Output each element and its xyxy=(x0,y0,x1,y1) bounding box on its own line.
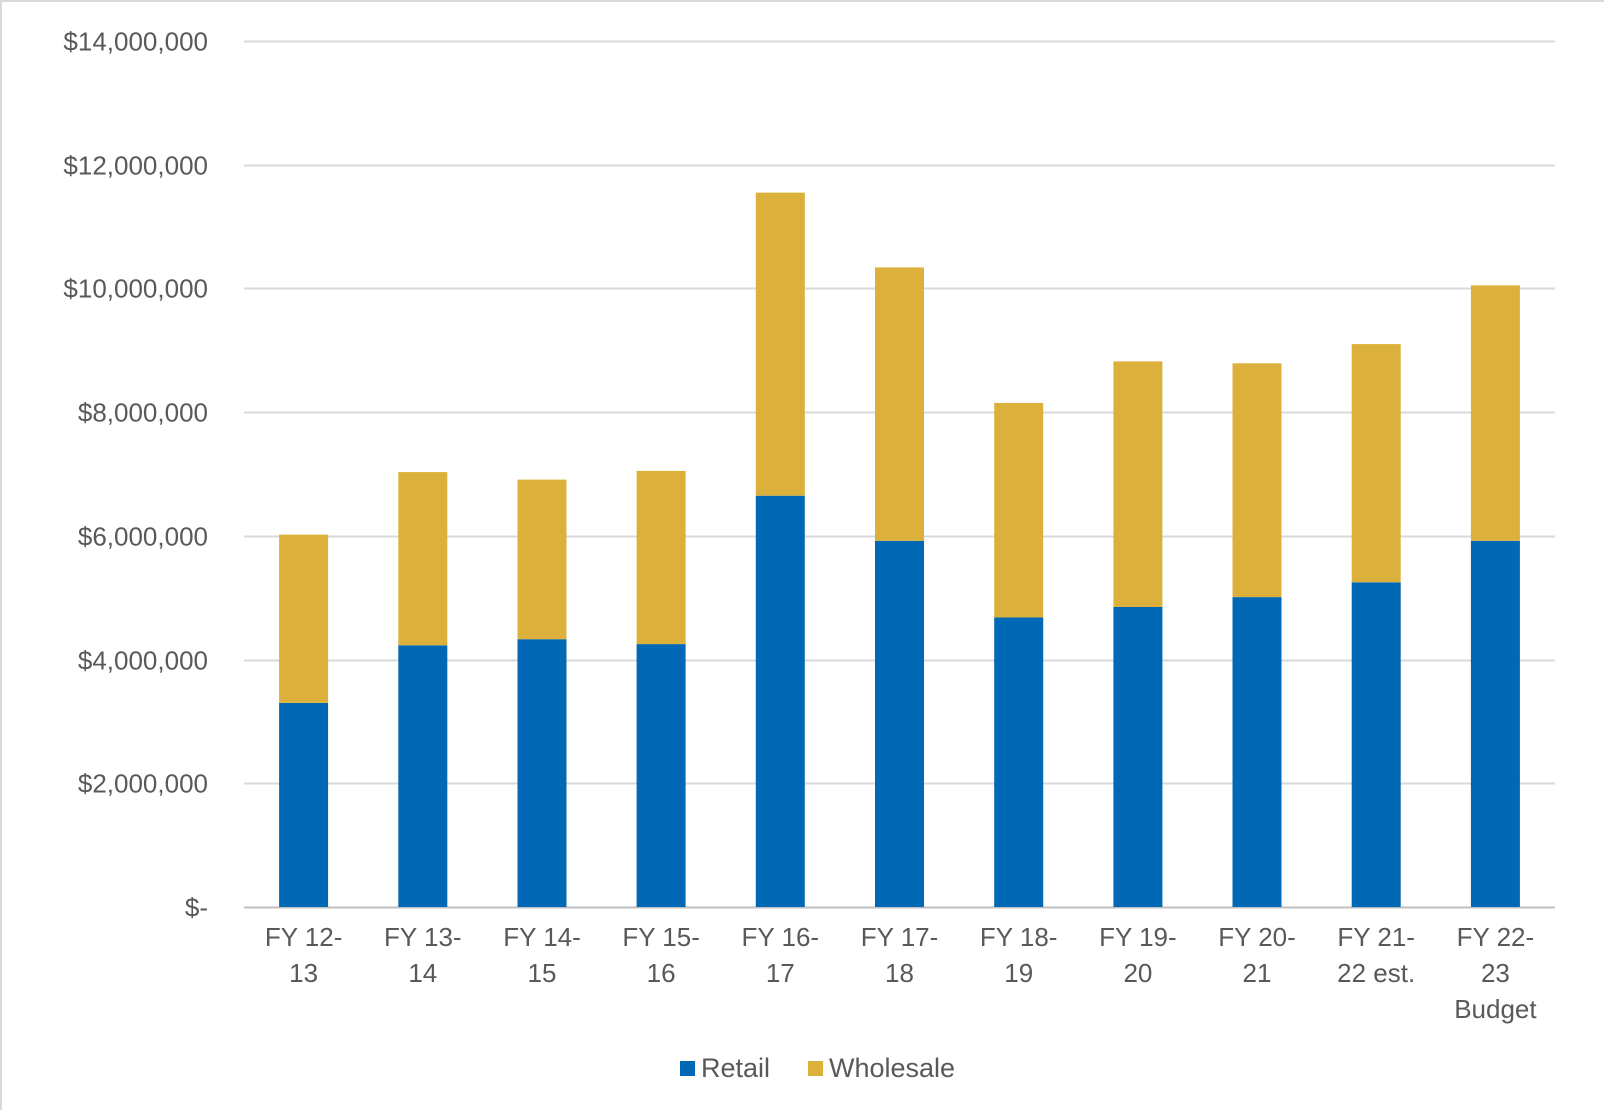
x-tick-label-line: 19 xyxy=(1004,958,1033,988)
bar-wholesale xyxy=(994,402,1044,618)
legend-label-retail: Retail xyxy=(701,1053,770,1083)
legend-label-wholesale: Wholesale xyxy=(829,1053,955,1083)
x-tick-label-line: 23 xyxy=(1481,958,1510,988)
bar-wholesale xyxy=(517,479,567,640)
x-tick-label: FY 15- 16 xyxy=(622,922,700,988)
x-axis-tick-labels: FY 12- 13 FY 13- 14 FY 14- 15 FY 15- 16 FY 16- 17… xyxy=(265,922,1538,1024)
x-tick-label: FY 20- 21 xyxy=(1218,922,1296,988)
bar-wholesale xyxy=(398,472,448,646)
x-tick-label-line: FY 22- xyxy=(1457,922,1535,952)
x-tick-label: FY 16- 17 xyxy=(742,922,820,988)
bar-wholesale xyxy=(1351,344,1401,583)
x-tick-label: FY 22- 23 Budget xyxy=(1454,922,1537,1024)
bar-wholesale xyxy=(1113,361,1163,607)
x-tick-label-line: FY 17- xyxy=(861,922,939,952)
x-tick-label-line: FY 19- xyxy=(1099,922,1177,952)
bar-retail xyxy=(636,644,686,907)
y-tick-label: $8,000,000 xyxy=(78,398,208,428)
x-tick-label-line: 13 xyxy=(289,958,318,988)
bar-retail xyxy=(1470,540,1520,907)
legend-swatch-retail xyxy=(680,1061,695,1076)
bar-retail xyxy=(1113,607,1163,907)
x-tick-label-line: 18 xyxy=(885,958,914,988)
x-tick-label-line: FY 13- xyxy=(384,922,462,952)
bar-wholesale xyxy=(875,267,924,541)
x-tick-label-line: FY 16- xyxy=(742,922,820,952)
bar-retail xyxy=(279,702,329,907)
bar-retail xyxy=(517,639,567,907)
x-tick-label: FY 18- 19 xyxy=(980,922,1058,988)
x-tick-label-line: 17 xyxy=(766,958,795,988)
legend: Retail Wholesale xyxy=(680,1053,955,1083)
bar-retail xyxy=(398,645,448,907)
y-tick-label: $14,000,000 xyxy=(63,27,208,57)
y-tick-label: $4,000,000 xyxy=(78,646,208,676)
bar-retail xyxy=(994,617,1044,907)
x-tick-label-line: 21 xyxy=(1243,958,1272,988)
bar-retail xyxy=(1351,582,1401,908)
x-tick-label-line: FY 14- xyxy=(503,922,581,952)
y-tick-label: $10,000,000 xyxy=(63,274,208,304)
bars xyxy=(279,192,1520,908)
bar-wholesale xyxy=(279,534,329,703)
x-tick-label: FY 12- 13 xyxy=(265,922,343,988)
x-tick-label: FY 13- 14 xyxy=(384,922,462,988)
legend-swatch-wholesale xyxy=(808,1061,823,1076)
bar-retail xyxy=(755,495,805,907)
y-axis-tick-labels: $- $2,000,000 $4,000,000 $6,000,000 $8,000,0… xyxy=(63,27,208,923)
bar-wholesale xyxy=(1232,363,1282,598)
x-tick-label-line: FY 20- xyxy=(1218,922,1296,952)
y-tick-label: $6,000,000 xyxy=(78,522,208,552)
bar-wholesale xyxy=(636,470,686,645)
y-tick-label: $2,000,000 xyxy=(78,769,208,799)
y-tick-label: $12,000,000 xyxy=(63,151,208,181)
bar-wholesale xyxy=(755,192,805,496)
x-tick-label-line: FY 18- xyxy=(980,922,1058,952)
x-tick-label-line: FY 15- xyxy=(622,922,700,952)
x-tick-label-line: 14 xyxy=(408,958,437,988)
x-tick-label-line: 15 xyxy=(528,958,557,988)
bar-wholesale xyxy=(1470,285,1520,541)
bar-retail xyxy=(1232,597,1282,907)
x-tick-label: FY 14- 15 xyxy=(503,922,581,988)
x-tick-label-line: Budget xyxy=(1454,994,1537,1024)
x-tick-label-line: 16 xyxy=(647,958,676,988)
x-tick-label-line: FY 12- xyxy=(265,922,343,952)
bar-retail xyxy=(875,540,924,907)
x-tick-label: FY 21- 22 est. xyxy=(1337,922,1415,988)
x-tick-label-line: 22 est. xyxy=(1337,958,1415,988)
x-tick-label-line: FY 21- xyxy=(1337,922,1415,952)
y-tick-label: $- xyxy=(185,893,208,923)
x-tick-label: FY 19- 20 xyxy=(1099,922,1177,988)
x-tick-label: FY 17- 18 xyxy=(861,922,939,988)
x-tick-label-line: 20 xyxy=(1123,958,1152,988)
